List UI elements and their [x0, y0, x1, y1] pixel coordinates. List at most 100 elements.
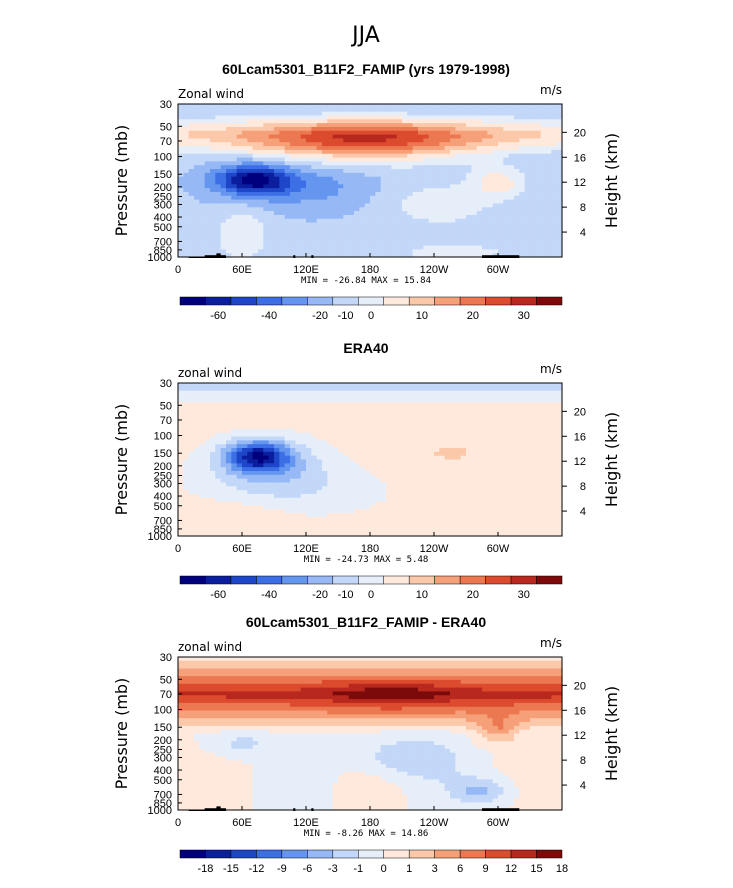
contour-cell: [514, 218, 520, 224]
contour-cell: [284, 417, 291, 422]
contour-cell: [194, 138, 200, 143]
contour-cell: [412, 222, 419, 227]
contour-cell: [183, 463, 190, 468]
contour-cell: [199, 390, 206, 396]
contour-cell: [460, 191, 467, 197]
contour-cell: [178, 490, 184, 495]
contour-cell: [300, 497, 307, 503]
contour-cell: [444, 474, 451, 480]
contour-cell: [178, 398, 184, 403]
contour-cell: [466, 241, 472, 247]
contour-cell: [338, 142, 344, 147]
contour-cell: [460, 161, 467, 166]
contour-cell: [316, 157, 323, 162]
contour-cell: [247, 161, 254, 166]
contour-cell: [434, 134, 440, 140]
contour-cell: [402, 493, 408, 499]
contour-cell: [370, 497, 376, 503]
contour-cell: [263, 459, 270, 464]
contour-cell: [300, 459, 307, 464]
contour-cell: [199, 532, 206, 537]
contour-cell: [274, 172, 280, 178]
contour-cell: [386, 467, 392, 472]
contour-cell: [220, 516, 227, 522]
contour-cell: [327, 119, 334, 124]
contour-cell: [220, 425, 227, 430]
contour-cell: [444, 478, 451, 484]
contour-cell: [295, 237, 302, 243]
contour-cell: [274, 383, 280, 388]
contour-cell: [460, 184, 467, 189]
contour-cell: [247, 455, 254, 461]
contour-cell: [274, 509, 280, 514]
contour-cell: [418, 432, 424, 438]
contour-cell: [258, 169, 264, 174]
contour-cell: [284, 524, 291, 529]
contour-cell: [199, 237, 206, 243]
contour-cell: [375, 123, 382, 128]
contour-cell: [183, 520, 190, 526]
contour-cell: [466, 222, 472, 227]
contour-cell: [316, 195, 323, 201]
contour-cell: [199, 195, 206, 201]
contour-cell: [194, 459, 200, 464]
contour-cell: [487, 245, 494, 250]
contour-cell: [476, 172, 483, 178]
contour-cell: [519, 218, 526, 224]
contour-cell: [226, 153, 232, 159]
contour-cell: [306, 390, 312, 396]
contour-cell: [359, 524, 366, 529]
contour-cell: [370, 146, 376, 151]
contour-cell: [226, 126, 232, 132]
contour-cell: [551, 191, 558, 197]
contour-cell: [188, 245, 195, 250]
contour-cell: [375, 398, 382, 403]
contour-cell: [220, 134, 227, 140]
contour-cell: [247, 107, 254, 113]
contour-cell: [178, 119, 184, 124]
contour-cell: [439, 478, 446, 484]
contour-cell: [407, 245, 414, 250]
contour-cell: [204, 444, 211, 449]
contour-cell: [231, 123, 238, 128]
contour-cell: [247, 153, 254, 159]
contour-cell: [226, 482, 232, 487]
contour-cell: [343, 188, 350, 193]
contour-cell: [247, 123, 254, 128]
contour-cell: [204, 111, 211, 117]
contour-cell: [364, 532, 371, 537]
contour-cell: [412, 184, 419, 189]
contour-cell: [290, 222, 296, 227]
contour-cell: [359, 126, 366, 132]
contour-cell: [188, 455, 195, 461]
contour-cell: [439, 161, 446, 166]
contour-cell: [306, 165, 312, 170]
contour-cell: [380, 532, 387, 537]
contour-cell: [204, 493, 211, 499]
pressure-tick-label: 200: [154, 182, 172, 194]
contour-cell: [188, 405, 195, 411]
contour-cell: [194, 237, 200, 243]
contour-cell: [295, 440, 302, 445]
contour-cell: [332, 123, 339, 128]
contour-cell: [423, 119, 430, 124]
contour-cell: [316, 398, 323, 403]
contour-cell: [178, 451, 184, 457]
contour-cell: [466, 104, 472, 109]
contour-cell: [316, 474, 323, 480]
contour-cell: [183, 149, 190, 155]
contour-cell: [380, 199, 387, 205]
contour-cell: [247, 505, 254, 510]
contour-cell: [258, 180, 264, 185]
contour-cell: [226, 142, 232, 147]
contour-cell: [300, 207, 307, 212]
contour-cell: [290, 134, 296, 140]
contour-cell: [487, 241, 494, 247]
contour-cell: [423, 241, 430, 247]
contour-cell: [439, 146, 446, 151]
contour-cell: [402, 130, 408, 136]
contour-cell: [268, 161, 275, 166]
contour-cell: [530, 176, 536, 182]
contour-cell: [300, 172, 307, 178]
contour-cell: [236, 115, 243, 120]
